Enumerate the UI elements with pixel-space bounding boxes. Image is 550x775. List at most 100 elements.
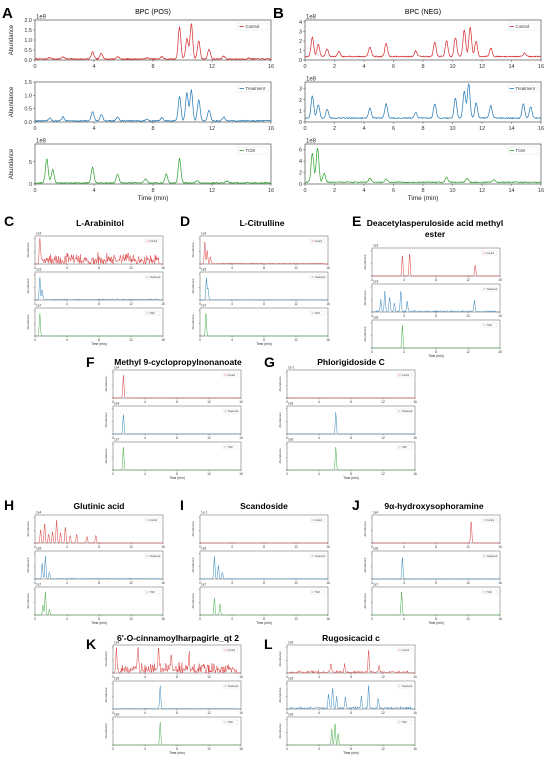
x-tick-label: 4 <box>318 436 320 440</box>
legend-box <box>309 238 326 244</box>
x-tick-label: 8 <box>435 314 437 318</box>
x-tick-label: 14 <box>508 126 514 132</box>
axes-frame <box>34 143 272 185</box>
y-exponent-label: 1e8 <box>306 139 317 145</box>
legend-box <box>237 22 269 31</box>
series-trace-tcm <box>200 313 328 337</box>
x-tick-label: 16 <box>239 436 243 440</box>
legend-label: Control <box>402 374 410 377</box>
x-tick-label: 4 <box>144 400 146 404</box>
subplot-treatment: 0 4 8 12 16 Abundance 1e5 Treatment <box>104 677 243 716</box>
legend-label: Control <box>487 252 495 255</box>
panel-letter: B <box>273 5 284 22</box>
x-tick-label: 0 <box>303 188 306 194</box>
panel-i: I Scandoside 0 4 8 12 16 Abundance 1e-1 Control 0 4… <box>180 497 330 625</box>
axes-frame <box>286 405 416 435</box>
series-trace-tcm <box>113 721 241 746</box>
subplot-tcm: 0 4 8 12 16 Abundance 1e7 TCM <box>363 583 502 622</box>
series-trace-treatment <box>287 685 415 710</box>
legend-label: Control <box>228 649 236 652</box>
y-exponent-label: 1e8 <box>306 77 317 83</box>
axes-frame <box>34 550 164 580</box>
subplot-control: 0 4 8 12 16 Abundance 1e3 Control <box>191 232 330 271</box>
y-exponent-label: 1e3 <box>373 244 379 248</box>
legend-box <box>507 84 539 93</box>
y-axis-label: Abundance <box>104 687 108 703</box>
y-exponent-label: 1e8 <box>306 15 317 21</box>
legend-label: Control <box>516 24 530 29</box>
x-tick-label: 12 <box>479 126 485 132</box>
y-exponent-label: 1e6 <box>114 713 120 717</box>
legend-label: Treatment <box>315 276 326 279</box>
legend-label: TCM <box>487 324 492 327</box>
x-tick-label: 8 <box>421 64 424 70</box>
x-tick-label: 16 <box>326 266 330 270</box>
series-trace-tcm <box>200 597 328 616</box>
y-axis-label: Abundance <box>363 521 367 537</box>
y-axis-label: Abundance <box>104 723 108 739</box>
x-tick-label: 12 <box>466 545 470 549</box>
y-exponent-label: 1e5 <box>288 677 294 681</box>
y-exponent-label: 1e3 <box>36 268 42 272</box>
x-tick-label: 0 <box>303 126 306 132</box>
x-tick-label: 0 <box>112 711 114 715</box>
legend-box <box>237 146 269 155</box>
x-tick-label: 4 <box>318 472 320 476</box>
x-tick-label: 4 <box>403 545 405 549</box>
x-tick-label: 12 <box>294 338 298 342</box>
axes-frame <box>371 514 501 544</box>
subplot-tcm: 0 4 8 12 16 Abundance 1e7 TCM <box>26 304 165 343</box>
y-axis-label: Abundance <box>191 521 195 537</box>
x-tick-label: 12 <box>381 436 385 440</box>
panel-letter: L <box>264 636 273 652</box>
legend-box <box>309 517 326 523</box>
x-tick-label: 16 <box>161 338 165 342</box>
y-axis-label: Abundance <box>191 557 195 573</box>
x-tick-label: 16 <box>161 266 165 270</box>
panel-title: 9α-hydroxysophoramine <box>384 501 483 511</box>
y-exponent-label: 1e3 <box>201 232 207 236</box>
y-exponent-label: 1e5 <box>201 268 207 272</box>
x-tick-label: 8 <box>176 747 178 751</box>
legend-box <box>396 408 413 414</box>
x-tick-label: 4 <box>318 747 320 751</box>
legend-box <box>309 274 326 280</box>
y-exponent-label: 1e7 <box>201 583 207 587</box>
x-tick-label: 16 <box>239 747 243 751</box>
legend-box <box>309 310 326 316</box>
legend-label: Control <box>228 374 236 377</box>
y-exponent-label: 1e3 <box>36 232 42 236</box>
legend-label: Control <box>150 240 158 243</box>
y-axis-label: Abundance <box>278 448 282 464</box>
x-tick-label: 6 <box>392 188 395 194</box>
panel-title: Methyl 9-cyclopropylnonanoate <box>114 357 242 367</box>
legend-label: Treatment <box>228 410 239 413</box>
x-tick-label: 8 <box>350 436 352 440</box>
legend-label: TCM <box>228 446 233 449</box>
x-tick-label: 10 <box>449 188 455 194</box>
legend-label: Treatment <box>246 86 266 91</box>
x-tick-label: 12 <box>207 400 211 404</box>
x-tick-label: 16 <box>161 581 165 585</box>
x-tick-label: 0 <box>286 472 288 476</box>
x-tick-label: 4 <box>403 278 405 282</box>
y-axis-label: Abundance <box>104 376 108 392</box>
x-tick-label: 8 <box>176 400 178 404</box>
x-axis-label: Time (min) <box>256 342 272 346</box>
series-trace-tcm <box>372 591 500 616</box>
y-tick-label: 1.5 <box>24 80 32 86</box>
x-tick-label: 4 <box>231 302 233 306</box>
subplot-tcm: 0 4 8 12 16 Abundance 1e7 TCM <box>191 583 330 622</box>
axes-frame <box>286 680 416 710</box>
y-exponent-label: 1e4 <box>114 402 120 406</box>
subplot-tcm: 0 4 8 12 16 Abundance 1e6 TCM <box>278 438 417 477</box>
legend-label: TCM <box>402 721 407 724</box>
y-axis-label: Abundance <box>363 254 367 270</box>
x-tick-label: 12 <box>207 436 211 440</box>
subplot-control: 0 4 8 12 16 Abundance 1e3 Control <box>363 244 502 283</box>
panel-title: Rugosicacid c <box>322 633 380 643</box>
subplot-control: 0 4 8 12 16 Abundance 1e4 Control <box>104 366 243 405</box>
